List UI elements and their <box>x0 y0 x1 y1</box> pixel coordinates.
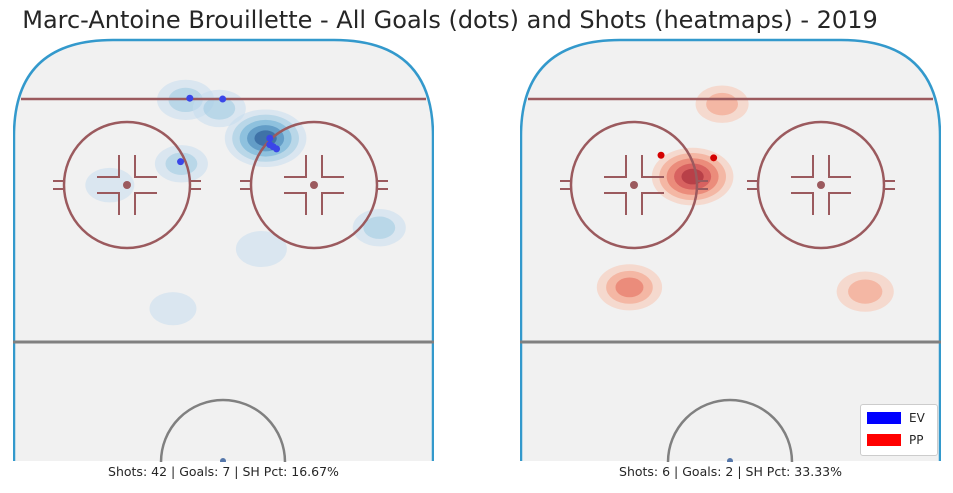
shot-density-region <box>165 152 198 176</box>
legend: EV PP <box>860 404 938 456</box>
legend-swatch-pp <box>867 434 901 446</box>
legend-item-pp: PP <box>867 432 923 448</box>
shot-density-region <box>615 277 644 298</box>
shot-density-region <box>85 167 135 203</box>
legend-item-ev: EV <box>867 410 925 426</box>
legend-swatch-ev <box>867 412 901 424</box>
rink-pp-panel <box>521 40 940 461</box>
shot-density-region <box>235 231 287 267</box>
legend-label-ev: EV <box>909 411 925 425</box>
caption-pp: Shots: 6 | Goals: 2 | SH Pct: 33.33% <box>619 464 842 479</box>
shot-density-region <box>203 97 236 120</box>
shot-density-region <box>681 168 704 185</box>
caption-ev: Shots: 42 | Goals: 7 | SH Pct: 16.67% <box>108 464 339 479</box>
shot-density-region <box>363 216 396 239</box>
shot-density-region <box>706 92 738 116</box>
shot-density-region <box>254 130 277 147</box>
legend-label-pp: PP <box>909 433 924 447</box>
shot-density-region <box>149 292 197 326</box>
shot-density-region <box>848 279 883 304</box>
chart-title: Marc-Antoine Brouillette - All Goals (do… <box>22 6 878 34</box>
rink-ev-panel <box>14 40 433 461</box>
